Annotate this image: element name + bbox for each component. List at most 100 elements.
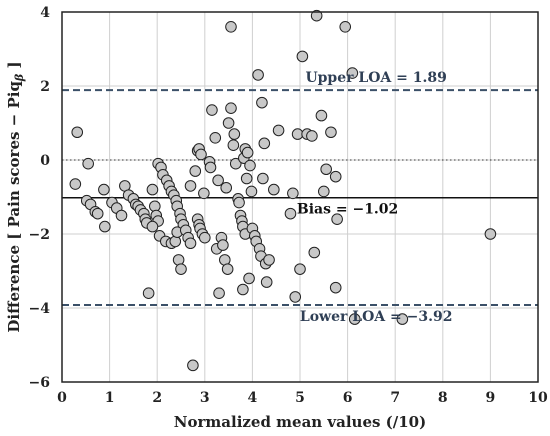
data-point [346, 67, 359, 79]
x-tick-label: 6 [343, 390, 353, 406]
data-point [195, 148, 207, 161]
data-point [244, 159, 256, 172]
data-point [289, 291, 302, 303]
data-point [240, 172, 253, 185]
data-point [91, 207, 104, 220]
data-point [209, 132, 222, 144]
data-point [291, 128, 304, 140]
data-point [71, 126, 84, 139]
data-point [318, 185, 330, 198]
data-point [308, 246, 321, 259]
data-point [294, 263, 306, 275]
x-tick-label: 9 [486, 390, 496, 406]
data-point [331, 213, 343, 225]
data-point [320, 163, 332, 176]
data-point [184, 180, 197, 192]
x-axis-title: Normalized mean values (/10) [174, 413, 426, 431]
data-point [99, 220, 111, 233]
data-point [206, 104, 218, 116]
x-tick-labels: 0 1 2 3 4 5 6 7 8 9 10 [57, 390, 548, 406]
data-point [268, 183, 280, 196]
data-point [189, 165, 202, 177]
reference-lines [62, 89, 538, 307]
data-points [69, 9, 497, 372]
data-point [115, 209, 128, 222]
data-point [329, 170, 342, 183]
data-point [237, 283, 249, 296]
x-tick-label: 8 [438, 390, 448, 406]
data-point [217, 239, 229, 251]
data-point [396, 313, 409, 325]
y-tick-label: 4 [40, 5, 50, 21]
data-point [82, 157, 94, 170]
data-point [257, 172, 269, 185]
data-point [339, 21, 352, 33]
bias-label: Bias = −1.02 [297, 202, 398, 218]
data-point [245, 185, 258, 198]
data-point [69, 178, 82, 190]
x-tick-label: 7 [390, 390, 400, 406]
data-point [306, 130, 318, 142]
y-tick-label: −4 [29, 301, 51, 317]
x-tick-label: 0 [57, 390, 67, 406]
data-point [284, 207, 297, 220]
data-point [329, 281, 342, 294]
data-point [187, 359, 199, 372]
data-point [256, 96, 268, 109]
y-tick-label: −2 [29, 227, 50, 243]
data-point [198, 187, 210, 200]
data-point [222, 117, 235, 129]
data-point [199, 231, 211, 244]
data-point [258, 137, 271, 150]
y-tick-label: −6 [29, 375, 50, 391]
data-point [204, 161, 217, 174]
x-tick-label: 1 [105, 390, 115, 406]
data-point [146, 183, 159, 196]
data-point [315, 109, 328, 122]
y-axis-title-subscript: β [13, 73, 26, 82]
data-point [348, 313, 361, 325]
y-tick-label: 2 [40, 79, 50, 95]
x-tick-label: 3 [200, 390, 210, 406]
lower-loa-label: Lower LOA = −3.92 [300, 309, 453, 325]
data-point [263, 254, 275, 266]
data-point [225, 21, 237, 33]
y-axis-title-end: ] [5, 61, 23, 73]
data-point [213, 287, 225, 300]
x-tick-label: 4 [248, 390, 258, 406]
data-point [169, 235, 182, 248]
data-point [243, 272, 255, 285]
data-point [225, 102, 237, 114]
data-point [233, 196, 245, 209]
x-tick-label: 2 [152, 390, 162, 406]
data-point [260, 276, 273, 288]
plot-frame [61, 11, 539, 383]
y-tick-labels: −6 −4 −2 0 2 4 [29, 5, 51, 391]
data-point [241, 146, 254, 159]
y-axis-title-main: Difference [ Pain scores − Piq [5, 81, 23, 333]
x-tick-label: 5 [295, 390, 305, 406]
data-point [146, 220, 159, 233]
data-point [98, 183, 110, 196]
y-tick-label: 0 [40, 153, 50, 169]
data-point [229, 157, 242, 170]
data-point [325, 126, 337, 139]
y-axis-title: Difference [ Pain scores − Piqβ ] [5, 61, 26, 332]
data-point [296, 50, 309, 63]
x-tick-label: 10 [528, 390, 548, 406]
data-point [142, 287, 155, 300]
data-point [184, 237, 197, 250]
data-point [212, 174, 224, 187]
data-point [228, 128, 241, 140]
data-point [252, 69, 264, 81]
data-point [310, 9, 323, 22]
reference-line-labels: Upper LOA = 1.89 Bias = −1.02 Lower LOA = … [297, 70, 453, 325]
data-point [272, 124, 285, 137]
data-point [484, 228, 497, 240]
data-point [175, 263, 187, 275]
data-point [227, 139, 240, 151]
upper-loa-label: Upper LOA = 1.89 [305, 70, 446, 86]
data-point [220, 181, 233, 194]
data-point [287, 187, 299, 200]
